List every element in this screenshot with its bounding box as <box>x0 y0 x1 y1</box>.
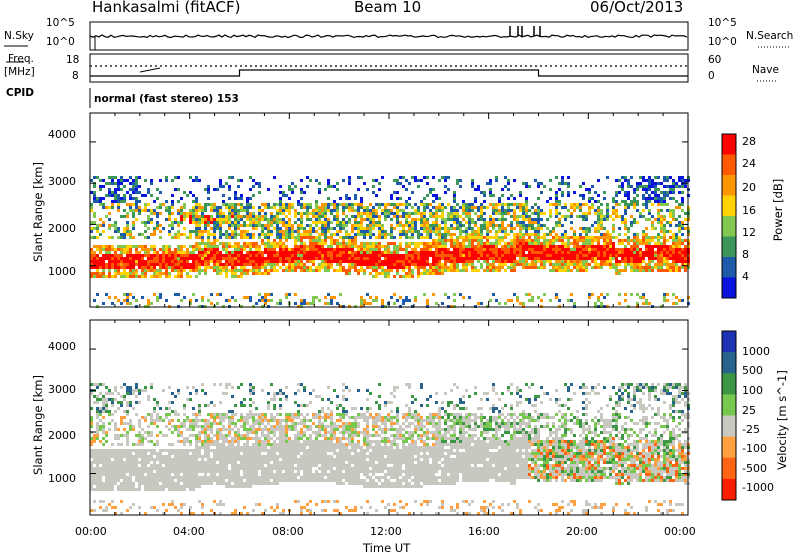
velocity-colorbar-segment <box>722 416 736 438</box>
velocity-colorbar-segment <box>722 479 736 501</box>
velocity-colorbar-segment <box>722 458 736 480</box>
power-colorbar-segment <box>722 134 736 155</box>
power-colorbar-segment <box>722 216 736 237</box>
power-colorbar-segment <box>722 196 736 217</box>
noise-sky-line <box>90 35 687 38</box>
freq-panel-frame <box>90 54 688 82</box>
freq-line <box>90 70 688 76</box>
power-colorbar-segment <box>722 257 736 278</box>
power-colorbar-segment <box>722 278 736 299</box>
velocity-heatmap-cells <box>90 383 690 515</box>
velocity-colorbar-segment <box>722 373 736 395</box>
freq-glitch <box>140 68 160 72</box>
velocity-colorbar-segment <box>722 352 736 374</box>
power-colorbar-segment <box>722 175 736 196</box>
power-colorbar-segment <box>722 237 736 258</box>
velocity-colorbar-segment <box>722 331 736 353</box>
velocity-colorbar-segment <box>722 437 736 459</box>
power-heatmap-cells <box>90 176 690 308</box>
power-colorbar-segment <box>722 155 736 176</box>
velocity-colorbar-segment <box>722 394 736 416</box>
